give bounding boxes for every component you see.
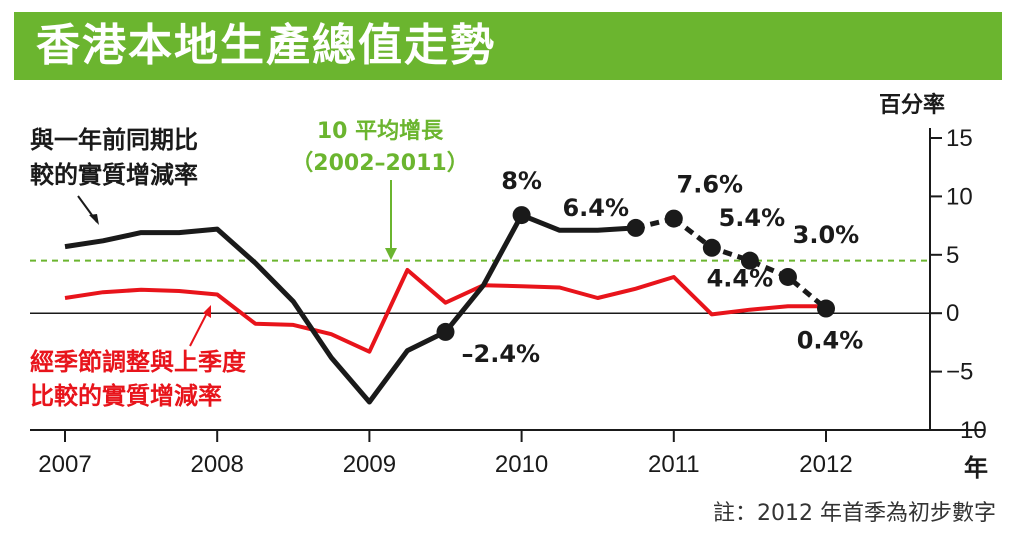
yoy-marker (512, 206, 531, 225)
yoy-marker-label: 5.4% (719, 204, 786, 232)
x-tick-label: 2009 (343, 451, 396, 478)
x-ticks: 2007 2008 2009 2010 2011 2012 (38, 430, 853, 478)
yoy-marker (626, 218, 645, 237)
x-tick-label: 2008 (191, 451, 244, 478)
yoy-dashed-segment (672, 216, 828, 311)
y-ticks: 15 10 5 0 −5 −10 (930, 125, 987, 444)
yoy-marker-label: 8% (501, 167, 542, 195)
yoy-marker (740, 251, 759, 270)
qoq-legend-pointer (189, 310, 209, 347)
y-axis-label: 百分率 (879, 92, 945, 118)
y-tick-label: −5 (946, 359, 973, 386)
yoy-marker-label: –2.4% (462, 340, 541, 368)
yoy-marker-label: 0.4% (797, 327, 864, 355)
qoq-legend-line-2: 比較的實質增減率 (30, 382, 222, 410)
y-tick-label: −10 (946, 417, 987, 444)
yoy-legend-line-1: 與一年前同期比 (30, 126, 198, 154)
yoy-marker-label: 3.0% (793, 221, 860, 249)
y-tick-label: 5 (946, 242, 959, 269)
footnote: 註：2012 年首季為初步數字 (713, 501, 996, 526)
title-bar: 香港本地生產總值走勢 (14, 12, 1002, 80)
x-tick-label: 2007 (38, 451, 91, 478)
x-axis-label: 年 (964, 454, 988, 482)
yoy-marker-labels: –2.4% 8% 6.4% 7.6% 5.4% 4.4% 3.0% 0.4% (462, 167, 864, 368)
qoq-legend-line-1: 經季節調整與上季度 (30, 348, 247, 376)
qoq-legend-arrowhead (203, 305, 211, 318)
yoy-markers (436, 206, 835, 341)
qoq-series-line (64, 268, 826, 354)
yoy-legend-line-2: 較的實質增減率 (30, 161, 198, 189)
average-legend-line-1: 10 平均增長 (317, 118, 444, 144)
average-legend-line-2: （2002–2011） (291, 151, 468, 176)
yoy-marker (778, 267, 797, 286)
x-tick-label: 2010 (495, 451, 548, 478)
yoy-marker-label: 7.6% (677, 171, 744, 199)
yoy-marker (664, 209, 683, 228)
chart-title: 香港本地生產總值走勢 (36, 20, 496, 71)
y-tick-label: 15 (946, 125, 973, 152)
yoy-legend-arrowhead (89, 214, 99, 225)
yoy-marker (702, 238, 721, 257)
x-tick-label: 2011 (648, 451, 700, 478)
yoy-marker-label: 4.4% (707, 265, 774, 293)
yoy-marker (817, 299, 835, 318)
yoy-marker (436, 322, 455, 341)
y-tick-label: 0 (946, 300, 959, 327)
x-tick-label: 2012 (799, 451, 852, 478)
average-legend-arrowhead (385, 248, 397, 260)
y-tick-label: 10 (946, 183, 973, 210)
yoy-series-line (64, 212, 636, 405)
yoy-marker-label: 6.4% (562, 194, 629, 222)
